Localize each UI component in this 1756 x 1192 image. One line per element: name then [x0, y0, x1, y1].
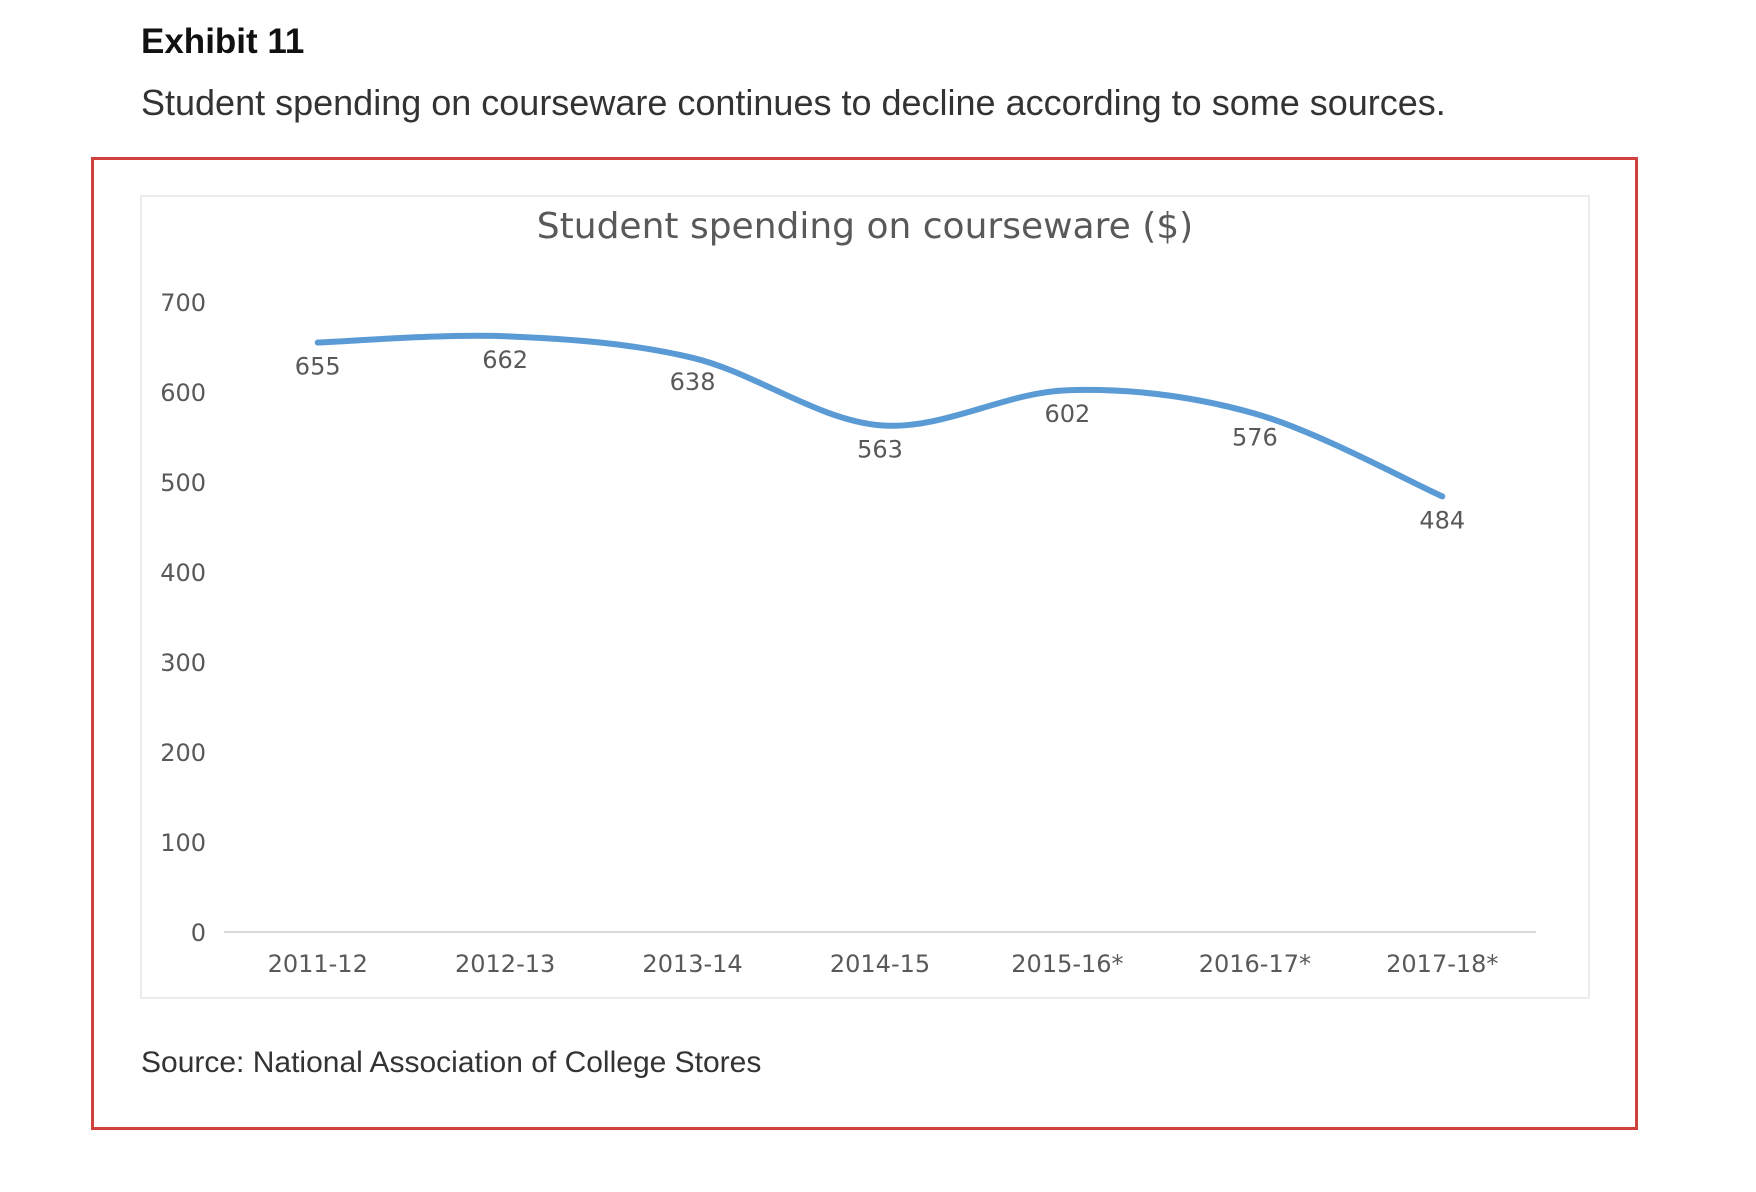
x-tick-label: 2013-14 [642, 950, 742, 978]
y-tick-label: 400 [160, 559, 206, 587]
data-label: 655 [295, 353, 341, 381]
data-labels: 655 662 638 563 602 576 484 [295, 346, 1465, 534]
y-tick-label: 300 [160, 649, 206, 677]
exhibit-subtitle: Student spending on courseware continues… [141, 82, 1446, 123]
data-label: 484 [1419, 506, 1465, 534]
y-tick-label: 700 [160, 289, 206, 317]
series-line [314, 332, 1446, 500]
x-tick-label: 2015-16* [1011, 950, 1123, 978]
y-tick-label: 500 [160, 469, 206, 497]
y-tick-label: 100 [160, 829, 206, 857]
x-tick-label: 2011-12 [268, 950, 368, 978]
data-label: 662 [482, 346, 528, 374]
y-axis-ticks: 0 100 200 300 400 500 600 700 [160, 289, 206, 947]
source-note: Source: National Association of College … [141, 1046, 762, 1079]
data-label: 602 [1045, 400, 1091, 428]
x-tick-label: 2014-15 [830, 950, 930, 978]
chart-area [140, 195, 1590, 999]
x-tick-label: 2012-13 [455, 950, 555, 978]
y-tick-label: 0 [191, 919, 206, 947]
data-label: 563 [857, 435, 903, 463]
exhibit-frame [91, 157, 1638, 1130]
data-label: 576 [1232, 424, 1278, 452]
y-tick-label: 200 [160, 739, 206, 767]
exhibit-label: Exhibit 11 [141, 22, 305, 61]
x-tick-label: 2016-17* [1199, 950, 1311, 978]
y-tick-label: 600 [160, 379, 206, 407]
data-label: 638 [670, 368, 716, 396]
x-axis-ticks: 2011-12 2012-13 2013-14 2014-15 2015-16* 2016… [268, 950, 1499, 978]
chart-title: Student spending on courseware ($) [537, 206, 1193, 247]
x-tick-label: 2017-18* [1386, 950, 1498, 978]
